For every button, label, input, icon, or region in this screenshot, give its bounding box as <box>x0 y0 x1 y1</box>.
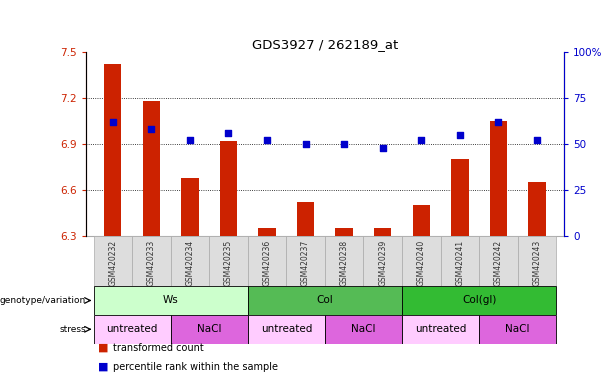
Text: Col: Col <box>316 295 333 306</box>
Text: NaCl: NaCl <box>197 324 221 334</box>
Bar <box>528 182 546 236</box>
Point <box>455 132 465 138</box>
Bar <box>143 101 160 236</box>
Text: GSM420235: GSM420235 <box>224 240 233 286</box>
Text: Col(gl): Col(gl) <box>462 295 497 306</box>
Text: GSM420242: GSM420242 <box>494 240 503 286</box>
Bar <box>132 236 170 286</box>
Bar <box>335 228 353 236</box>
Point <box>493 119 503 125</box>
Title: GDS3927 / 262189_at: GDS3927 / 262189_at <box>252 38 398 51</box>
Bar <box>441 236 479 286</box>
Bar <box>248 236 286 286</box>
Bar <box>220 141 237 236</box>
Text: GSM420241: GSM420241 <box>455 240 465 286</box>
Bar <box>374 228 392 236</box>
Bar <box>451 159 468 236</box>
Point <box>301 141 311 147</box>
Bar <box>325 236 364 286</box>
Bar <box>94 315 170 344</box>
Text: NaCl: NaCl <box>351 324 376 334</box>
Text: GSM420232: GSM420232 <box>109 240 117 286</box>
Text: GSM420237: GSM420237 <box>301 240 310 286</box>
Bar <box>402 236 441 286</box>
Point <box>532 137 542 143</box>
Bar <box>170 315 248 344</box>
Bar <box>104 64 121 236</box>
Point <box>339 141 349 147</box>
Point <box>262 137 272 143</box>
Text: GSM420239: GSM420239 <box>378 240 387 286</box>
Bar <box>479 236 518 286</box>
Bar <box>518 236 556 286</box>
Text: genotype/variation: genotype/variation <box>0 296 86 305</box>
Bar <box>479 315 556 344</box>
Text: GSM420234: GSM420234 <box>185 240 194 286</box>
Text: transformed count: transformed count <box>113 343 204 353</box>
Text: ■: ■ <box>98 362 109 372</box>
Point <box>378 145 387 151</box>
Bar <box>402 286 556 315</box>
Point <box>224 130 234 136</box>
Bar <box>402 315 479 344</box>
Bar <box>181 178 199 236</box>
Point <box>185 137 195 143</box>
Point <box>108 119 118 125</box>
Bar <box>325 315 402 344</box>
Text: GSM420240: GSM420240 <box>417 240 426 286</box>
Text: GSM420236: GSM420236 <box>262 240 272 286</box>
Bar <box>94 286 248 315</box>
Bar <box>94 236 132 286</box>
Bar <box>413 205 430 236</box>
Point <box>147 126 156 132</box>
Text: NaCl: NaCl <box>506 324 530 334</box>
Bar <box>248 315 325 344</box>
Bar <box>297 202 314 236</box>
Bar <box>490 121 507 236</box>
Text: GSM420233: GSM420233 <box>147 240 156 286</box>
Text: percentile rank within the sample: percentile rank within the sample <box>113 362 278 372</box>
Text: GSM420243: GSM420243 <box>533 240 541 286</box>
Text: untreated: untreated <box>261 324 312 334</box>
Bar <box>248 286 402 315</box>
Bar <box>209 236 248 286</box>
Text: untreated: untreated <box>107 324 158 334</box>
Text: ■: ■ <box>98 343 109 353</box>
Bar <box>258 228 276 236</box>
Bar <box>170 236 209 286</box>
Text: Ws: Ws <box>163 295 178 306</box>
Text: stress: stress <box>59 325 86 334</box>
Point <box>416 137 426 143</box>
Text: untreated: untreated <box>415 324 466 334</box>
Bar <box>286 236 325 286</box>
Text: GSM420238: GSM420238 <box>340 240 349 286</box>
Bar <box>364 236 402 286</box>
